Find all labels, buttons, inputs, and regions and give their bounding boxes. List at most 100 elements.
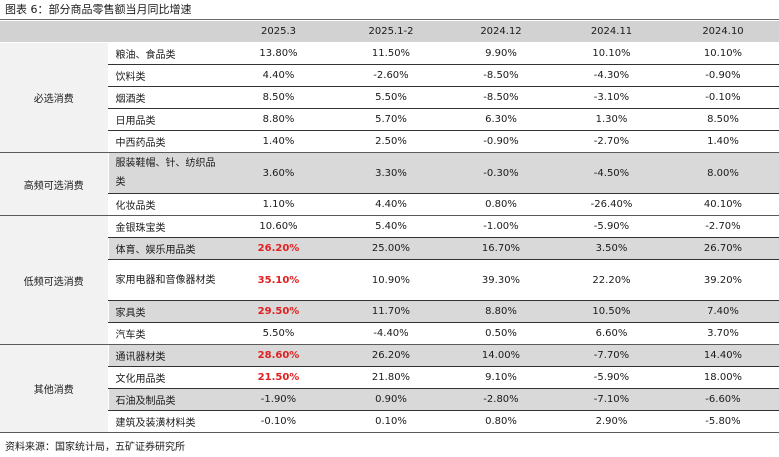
value-cell: 1.40% [221, 130, 336, 153]
value-cell: 9.90% [446, 42, 556, 65]
table-row: 建筑及装潢材料类 -0.10% 0.10% 0.80% 2.90% -5.80% [0, 410, 779, 433]
value-cell: -4.30% [556, 64, 667, 87]
value-cell: -0.90% [667, 64, 779, 87]
item-label: 建筑及装潢材料类 [107, 410, 221, 433]
value-cell: 3.30% [336, 152, 446, 194]
value-cell: 5.70% [336, 108, 446, 131]
header-item-blank [108, 21, 221, 43]
header-category-blank [0, 21, 108, 43]
value-cell: 8.50% [221, 86, 336, 109]
column-header: 2025.1-2 [336, 21, 446, 43]
title-divider [0, 19, 779, 20]
value-cell: 21.50% [221, 366, 336, 389]
table-row: 其他消费 通讯器材类 28.60% 26.20% 14.00% -7.70% 14.40% [0, 344, 779, 433]
value-cell: -0.10% [221, 410, 336, 433]
value-cell: 26.20% [221, 237, 336, 260]
table-row: 饮料类 4.40% -2.60% -8.50% -4.30% -0.90% [0, 64, 779, 87]
value-cell: -1.00% [446, 215, 556, 238]
value-cell: 39.20% [667, 259, 779, 301]
value-cell: 14.00% [446, 344, 556, 367]
column-header: 2024.11 [556, 21, 667, 43]
table-body: 必选消费 粮油、食品类 13.80% 11.50% 9.90% 10.10% 10.10% 饮… [0, 42, 779, 433]
value-cell: -1.90% [221, 388, 336, 411]
value-cell: 28.60% [221, 344, 336, 367]
value-cell: 6.60% [556, 322, 667, 345]
value-cell: 25.00% [336, 237, 446, 260]
value-cell: 21.80% [336, 366, 446, 389]
value-cell: 1.10% [221, 193, 336, 216]
category-label: 其他消费 [0, 344, 108, 433]
value-cell: -2.70% [556, 130, 667, 153]
value-cell: 5.50% [221, 322, 336, 345]
value-cell: 8.80% [221, 108, 336, 131]
item-label: 粮油、食品类 [107, 42, 221, 65]
value-cell: 29.50% [221, 300, 336, 323]
value-cell: 5.50% [336, 86, 446, 109]
table-row: 必选消费 粮油、食品类 13.80% 11.50% 9.90% 10.10% 10.10% [0, 42, 779, 153]
value-cell: 8.80% [446, 300, 556, 323]
category-label: 低频可选消费 [0, 215, 108, 345]
value-cell: 5.40% [336, 215, 446, 238]
value-cell: -2.80% [446, 388, 556, 411]
category-label: 必选消费 [0, 42, 108, 153]
value-cell: 10.90% [336, 259, 446, 301]
value-cell: -3.10% [556, 86, 667, 109]
item-label: 汽车类 [107, 322, 221, 345]
value-cell: 7.40% [667, 300, 779, 323]
column-header: 2024.12 [446, 21, 556, 43]
item-label: 服装鞋帽、针、纺织品类 [107, 152, 221, 194]
value-cell: 2.50% [336, 130, 446, 153]
value-cell: 1.30% [556, 108, 667, 131]
value-cell: 4.40% [336, 193, 446, 216]
item-label: 体育、娱乐用品类 [107, 237, 221, 260]
value-cell: 0.10% [336, 410, 446, 433]
value-cell: 26.70% [667, 237, 779, 260]
value-cell: 8.50% [667, 108, 779, 131]
value-cell: 16.70% [446, 237, 556, 260]
value-cell: 10.10% [556, 42, 667, 65]
table-row: 日用品类 8.80% 5.70% 6.30% 1.30% 8.50% [0, 108, 779, 131]
source-note: 资料来源：国家统计局，五矿证券研究所 [5, 442, 185, 453]
value-cell: 0.80% [446, 410, 556, 433]
value-cell: -5.90% [556, 215, 667, 238]
value-cell: 3.70% [667, 322, 779, 345]
value-cell: -0.30% [446, 152, 556, 194]
item-label: 化妆品类 [107, 193, 221, 216]
item-label: 石油及制品类 [107, 388, 221, 411]
value-cell: 26.20% [336, 344, 446, 367]
table-row: 高频可选消费 服装鞋帽、针、纺织品类 3.60% 3.30% -0.30% -4.50% 8… [0, 152, 779, 216]
value-cell: -26.40% [556, 193, 667, 216]
value-cell: -0.90% [446, 130, 556, 153]
item-label: 饮料类 [107, 64, 221, 87]
value-cell: 2.90% [556, 410, 667, 433]
value-cell: 0.80% [446, 193, 556, 216]
value-cell: -7.70% [556, 344, 667, 367]
value-cell: -8.50% [446, 64, 556, 87]
value-cell: 10.50% [556, 300, 667, 323]
table-row: 文化用品类 21.50% 21.80% 9.10% -5.90% 18.00% [0, 366, 779, 389]
value-cell: -2.60% [336, 64, 446, 87]
figure-title: 图表 6：部分商品零售额当月同比增速 [5, 3, 192, 16]
value-cell: -5.80% [667, 410, 779, 433]
value-cell: -2.70% [667, 215, 779, 238]
value-cell: 0.90% [336, 388, 446, 411]
value-cell: 14.40% [667, 344, 779, 367]
item-label: 中西药品类 [107, 130, 221, 153]
table-row: 烟酒类 8.50% 5.50% -8.50% -3.10% -0.10% [0, 86, 779, 109]
value-cell: 10.10% [667, 42, 779, 65]
value-cell: 11.50% [336, 42, 446, 65]
value-cell: 4.40% [221, 64, 336, 87]
value-cell: 9.10% [446, 366, 556, 389]
value-cell: 6.30% [446, 108, 556, 131]
value-cell: 8.00% [667, 152, 779, 194]
value-cell: -8.50% [446, 86, 556, 109]
value-cell: 11.70% [336, 300, 446, 323]
item-label: 通讯器材类 [107, 344, 221, 367]
value-cell: 35.10% [221, 259, 336, 301]
value-cell: 39.30% [446, 259, 556, 301]
table-row: 家用电器和音像器材类 35.10% 10.90% 39.30% 22.20% 39.20% [0, 259, 779, 301]
table-row: 体育、娱乐用品类 26.20% 25.00% 16.70% 3.50% 26.70% [0, 237, 779, 260]
value-cell: 1.40% [667, 130, 779, 153]
table-header-row: 2025.3 2025.1-2 2024.12 2024.11 2024.10 [0, 21, 779, 43]
item-label: 烟酒类 [107, 86, 221, 109]
